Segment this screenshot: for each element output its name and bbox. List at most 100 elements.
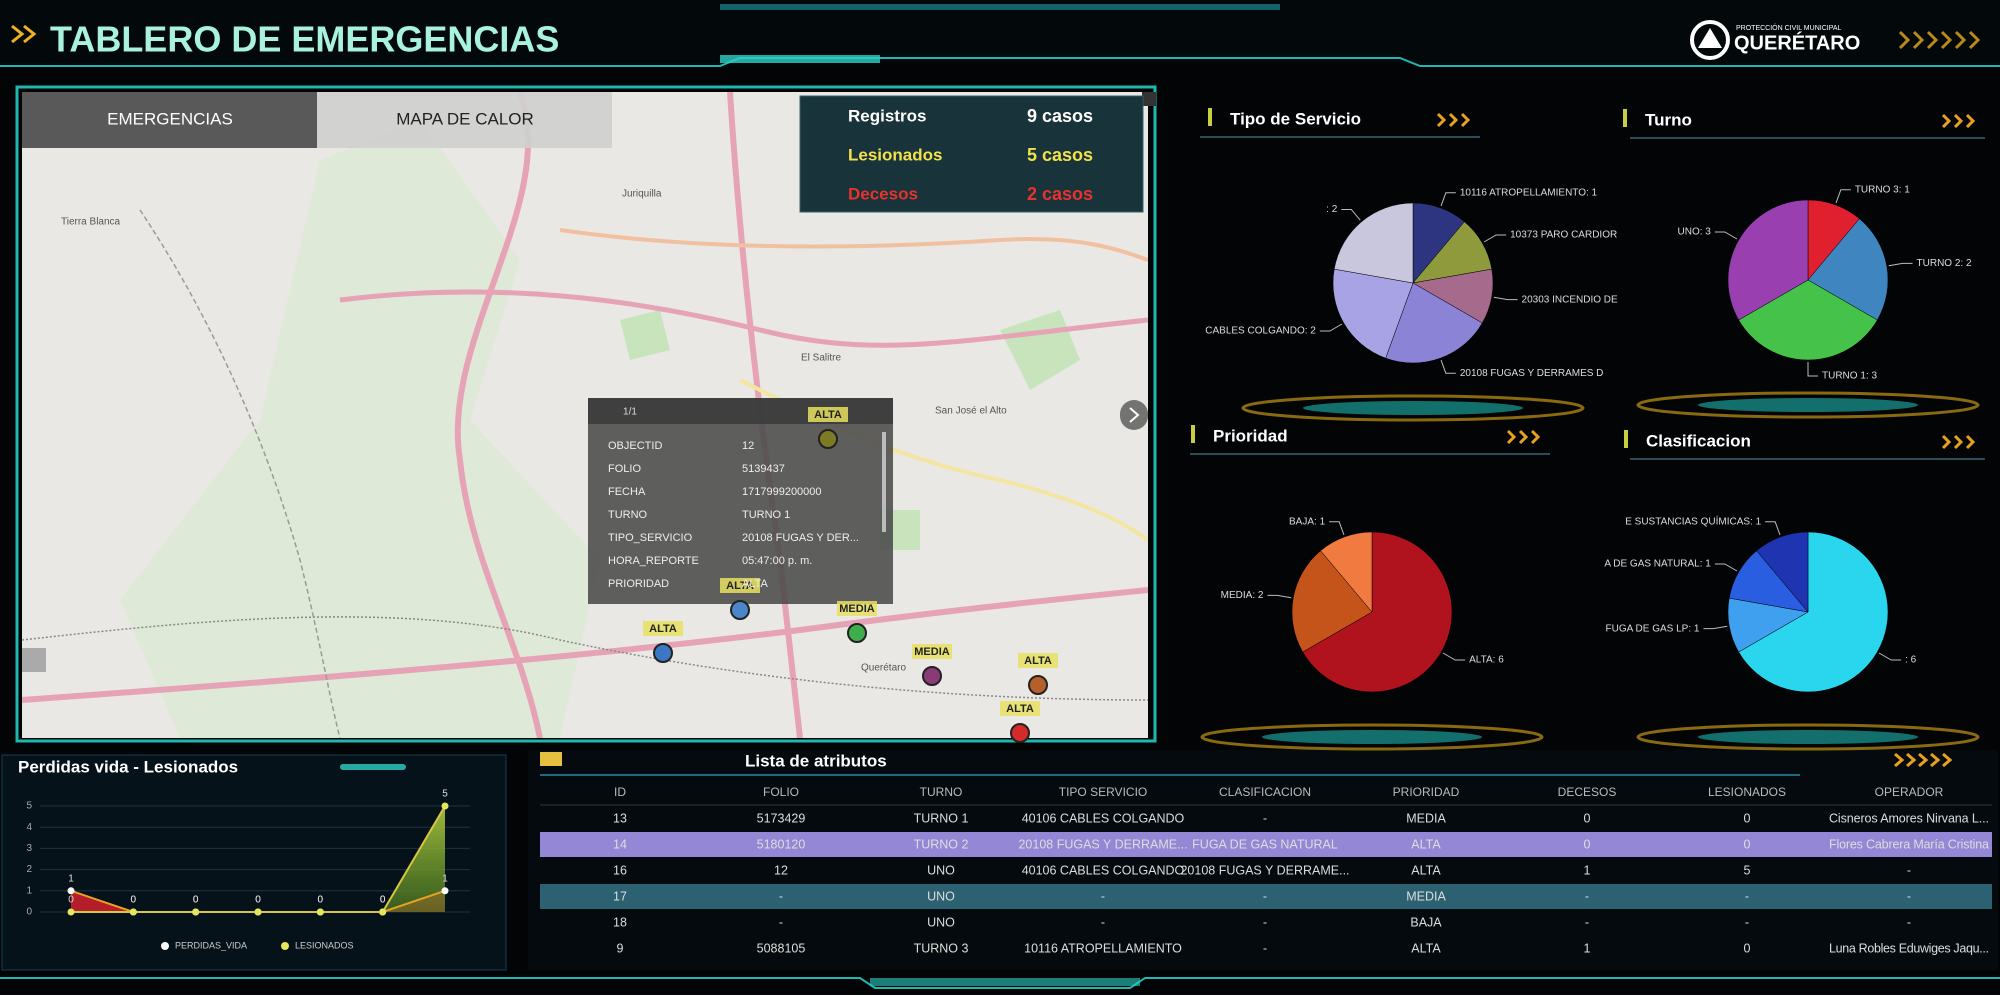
chevron-icon (1953, 434, 1964, 450)
label-leader (1319, 323, 1343, 332)
panel-accent (340, 764, 406, 770)
pie-base-glow (1241, 394, 1585, 422)
pie-slice (1738, 531, 1889, 693)
map-rail (22, 616, 1148, 701)
tab[interactable] (317, 92, 612, 148)
column-header: TIPO SERVICIO (1059, 785, 1147, 799)
table-cell: UNO (927, 889, 955, 903)
marker-label-bg (1018, 653, 1058, 668)
map-area (120, 120, 600, 738)
pie-base-glow (1200, 723, 1544, 751)
label-leader (1440, 192, 1456, 207)
table-cell: 9 (617, 941, 624, 955)
chevron-icon (1965, 113, 1976, 129)
map-tool-button[interactable] (22, 648, 46, 672)
data-label: 0 (255, 895, 261, 906)
panel-mask (1160, 80, 1182, 750)
pie-label: TURNO 2: 2 (1917, 258, 1972, 269)
pie-label: 20303 INCENDIO DE (1522, 294, 1618, 305)
pie-label: UNO: 3 (1678, 227, 1712, 238)
map-expand-button[interactable] (1142, 92, 1156, 106)
marker-label-bg (808, 407, 848, 422)
data-label: 0 (131, 895, 137, 906)
map-place: Tierra Blanca (61, 217, 121, 228)
row-highlight (540, 832, 1992, 857)
panel-title: Lista de atributos (745, 751, 887, 770)
data-label: 0 (318, 895, 324, 906)
map-marker (1010, 723, 1030, 743)
table-cell: 1 (1584, 941, 1591, 955)
chevron-icon (1460, 112, 1471, 128)
column-header: CLASIFICACION (1219, 785, 1311, 799)
column-header: FOLIO (763, 785, 799, 799)
stat-label: Decesos (848, 184, 918, 203)
chevron-icon (1894, 752, 1953, 768)
table-cell: - (1585, 915, 1589, 929)
chevron-icon (1965, 434, 1976, 450)
pie-slice (1333, 202, 1414, 284)
chevron-icon (1436, 112, 1447, 128)
column-header: LESIONADOS (1708, 785, 1786, 799)
pie-label: BAJA: 1 (1289, 516, 1326, 527)
table-cell: - (779, 889, 783, 903)
pie-label: TURNO 1: 3 (1822, 371, 1877, 382)
chevron-icon (1941, 113, 1952, 129)
stat-label: Lesionados (848, 145, 942, 164)
pie-label: E SUSTANCIAS QUÍMICAS: 1 (1625, 514, 1761, 527)
map-place: Querétaro (861, 663, 906, 674)
label-leader (1267, 594, 1292, 599)
panel-title: Perdidas vida - Lesionados (18, 757, 238, 776)
table-cell: 0 (1584, 811, 1591, 825)
legend-label: LESIONADOS (295, 940, 354, 950)
marker-label: ALTA (649, 623, 677, 635)
logo-name: QUERÉTARO (1734, 31, 1860, 54)
tab-active[interactable] (22, 92, 317, 148)
pie-base-glow (1698, 398, 1918, 412)
y-tick-label: 1 (26, 885, 32, 896)
map-next-button[interactable] (1120, 400, 1148, 430)
table-cell: 20108 FUGAS Y DERRAME... (1018, 837, 1187, 851)
pie-slice (1385, 282, 1483, 364)
header-glow (720, 55, 880, 63)
table-cell: 5 (1744, 863, 1751, 877)
pie-label: TURNO 3: 1 (1855, 184, 1910, 195)
table-cell: - (1263, 941, 1267, 955)
panel-icon (540, 752, 562, 766)
table-cell: 10116 ATROPELLAMIENTO (1024, 941, 1182, 955)
legend-label: PERDIDAS_VIDA (175, 940, 247, 950)
logo-icon (1690, 20, 1730, 60)
table-cell: ALTA (1411, 941, 1441, 955)
popup-field-label: FECHA (608, 486, 646, 498)
pie-slice (1727, 199, 1809, 321)
table-cell: TURNO 3 (914, 941, 969, 955)
stat-value: 5 casos (1027, 145, 1093, 165)
map-place: Juriquilla (622, 189, 662, 200)
pie-label: FUGA DE GAS LP: 1 (1606, 623, 1700, 634)
marker-label-bg (643, 621, 683, 636)
marker-label: MEDIA (914, 646, 950, 658)
table-cell: - (1263, 811, 1267, 825)
map-place: San José el Alto (935, 406, 1007, 417)
label-leader (1442, 652, 1466, 661)
map-marker (730, 600, 750, 620)
chevron-icon (23, 24, 37, 44)
map-road (559, 228, 1148, 262)
label-leader (1807, 362, 1818, 377)
map-road (454, 92, 543, 738)
pie-label: CABLES COLGANDO: 2 (1205, 326, 1316, 337)
label-leader (1714, 563, 1738, 572)
popup-field-label: HORA_REPORTE (608, 555, 699, 567)
popup-field-value: 20108 FUGAS Y DER... (742, 532, 859, 544)
marker-label-bg (1000, 701, 1040, 716)
table-cell: 0 (1744, 837, 1751, 851)
chevron-icon (1898, 30, 1981, 50)
table-cell: UNO (927, 915, 955, 929)
pie-slice (1756, 531, 1809, 613)
table-cell: 5173429 (757, 811, 806, 825)
y-tick-label: 4 (26, 822, 32, 833)
data-point (192, 908, 200, 916)
area-shade (71, 806, 445, 912)
table-cell: 14 (613, 837, 627, 851)
data-label: 0 (255, 895, 261, 906)
column-header: ID (614, 785, 626, 799)
